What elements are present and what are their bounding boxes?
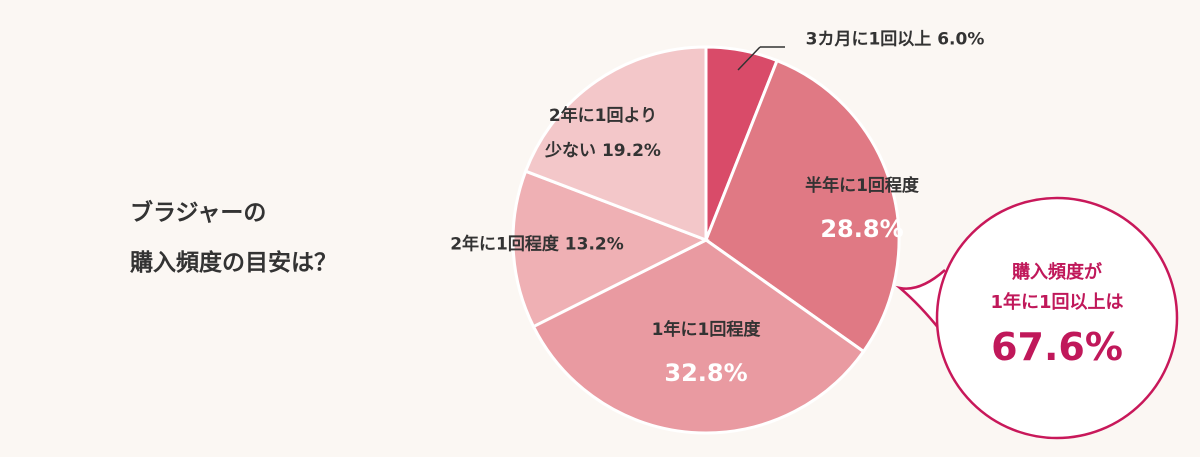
value-label: 13.2% [564, 234, 624, 255]
slice-label: 2年に1回より 少ない 19.2% [545, 99, 661, 169]
value-label: 28.8% [820, 215, 904, 243]
slice-label: 1年に1回程度 32.8% [652, 313, 761, 391]
pie-slice [704, 58, 901, 354]
pie-slice [511, 169, 710, 329]
value-label: 6.0% [937, 29, 985, 50]
annotation-text: 購入頻度が 1年に1回以上は [990, 262, 1124, 313]
category-label: 2年に1回より 少ない [545, 106, 658, 161]
pie-slice [523, 45, 708, 243]
slice-label: 半年に1回程度 28.8% [805, 169, 919, 247]
category-label: 3カ月に1回以上 [805, 29, 932, 50]
value-label: 32.8% [664, 359, 748, 387]
annotation-value: 67.6% [991, 325, 1123, 369]
category-label: 半年に1回程度 [805, 176, 919, 196]
callout [935, 196, 1179, 440]
chart-title: ブラジャーの 購入頻度の目安は？ [130, 200, 337, 276]
category-label: 1年に1回程度 [651, 320, 761, 340]
leader-line [737, 46, 761, 71]
callout-tail [895, 269, 946, 331]
category-label: 2年に1回程度 [450, 234, 559, 255]
value-label: 19.2% [601, 141, 661, 161]
slice-label: 2年に1回程度 13.2% [450, 228, 624, 263]
pie-slice [531, 238, 866, 435]
slice-label: 3カ月に1回以上 6.0% [806, 23, 985, 58]
annotation: 購入頻度が 1年に1回以上は 67.6% [957, 258, 1157, 372]
